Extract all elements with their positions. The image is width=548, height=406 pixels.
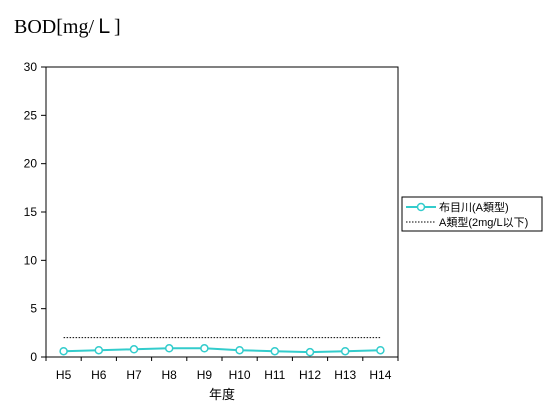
y-tick-label: 30 [24,60,38,74]
y-tick-label: 25 [24,108,38,122]
data-point [164,344,174,353]
data-point [270,346,280,356]
x-tick-label: H8 [162,368,178,382]
y-tick-label: 0 [30,350,37,364]
legend-marker-0 [416,202,426,212]
x-axis-title: 年度 [209,387,235,402]
data-point [94,345,104,355]
y-tick-label: 5 [30,302,37,316]
x-tick-label: H11 [264,368,285,382]
x-tick-label: H7 [126,368,142,382]
data-point [129,345,139,354]
x-tick-label: H5 [56,368,72,382]
y-tick-label: 15 [24,205,38,219]
series-line-0 [63,347,381,354]
x-tick-label: H14 [369,368,391,382]
y-tick-label: 10 [24,253,38,267]
x-tick-label: H9 [197,368,213,382]
y-tick-label: 20 [24,157,38,171]
data-point [59,346,68,356]
plot-area [45,66,399,358]
data-point [340,346,350,356]
data-point [376,345,385,355]
x-tick-label: H6 [91,368,107,382]
legend-box [401,196,543,232]
x-tick-label: H10 [229,368,251,382]
chart-title: BOD[mg/Ｌ] [14,16,121,38]
data-point [200,344,209,353]
legend-label-0: 布目川(A類型) [439,200,509,214]
data-point [305,347,315,357]
data-point [235,345,244,355]
x-tick-label: H12 [299,368,321,382]
legend-label-1: A類型(2mg/L以下) [439,215,528,229]
x-tick-label: H13 [334,368,356,382]
